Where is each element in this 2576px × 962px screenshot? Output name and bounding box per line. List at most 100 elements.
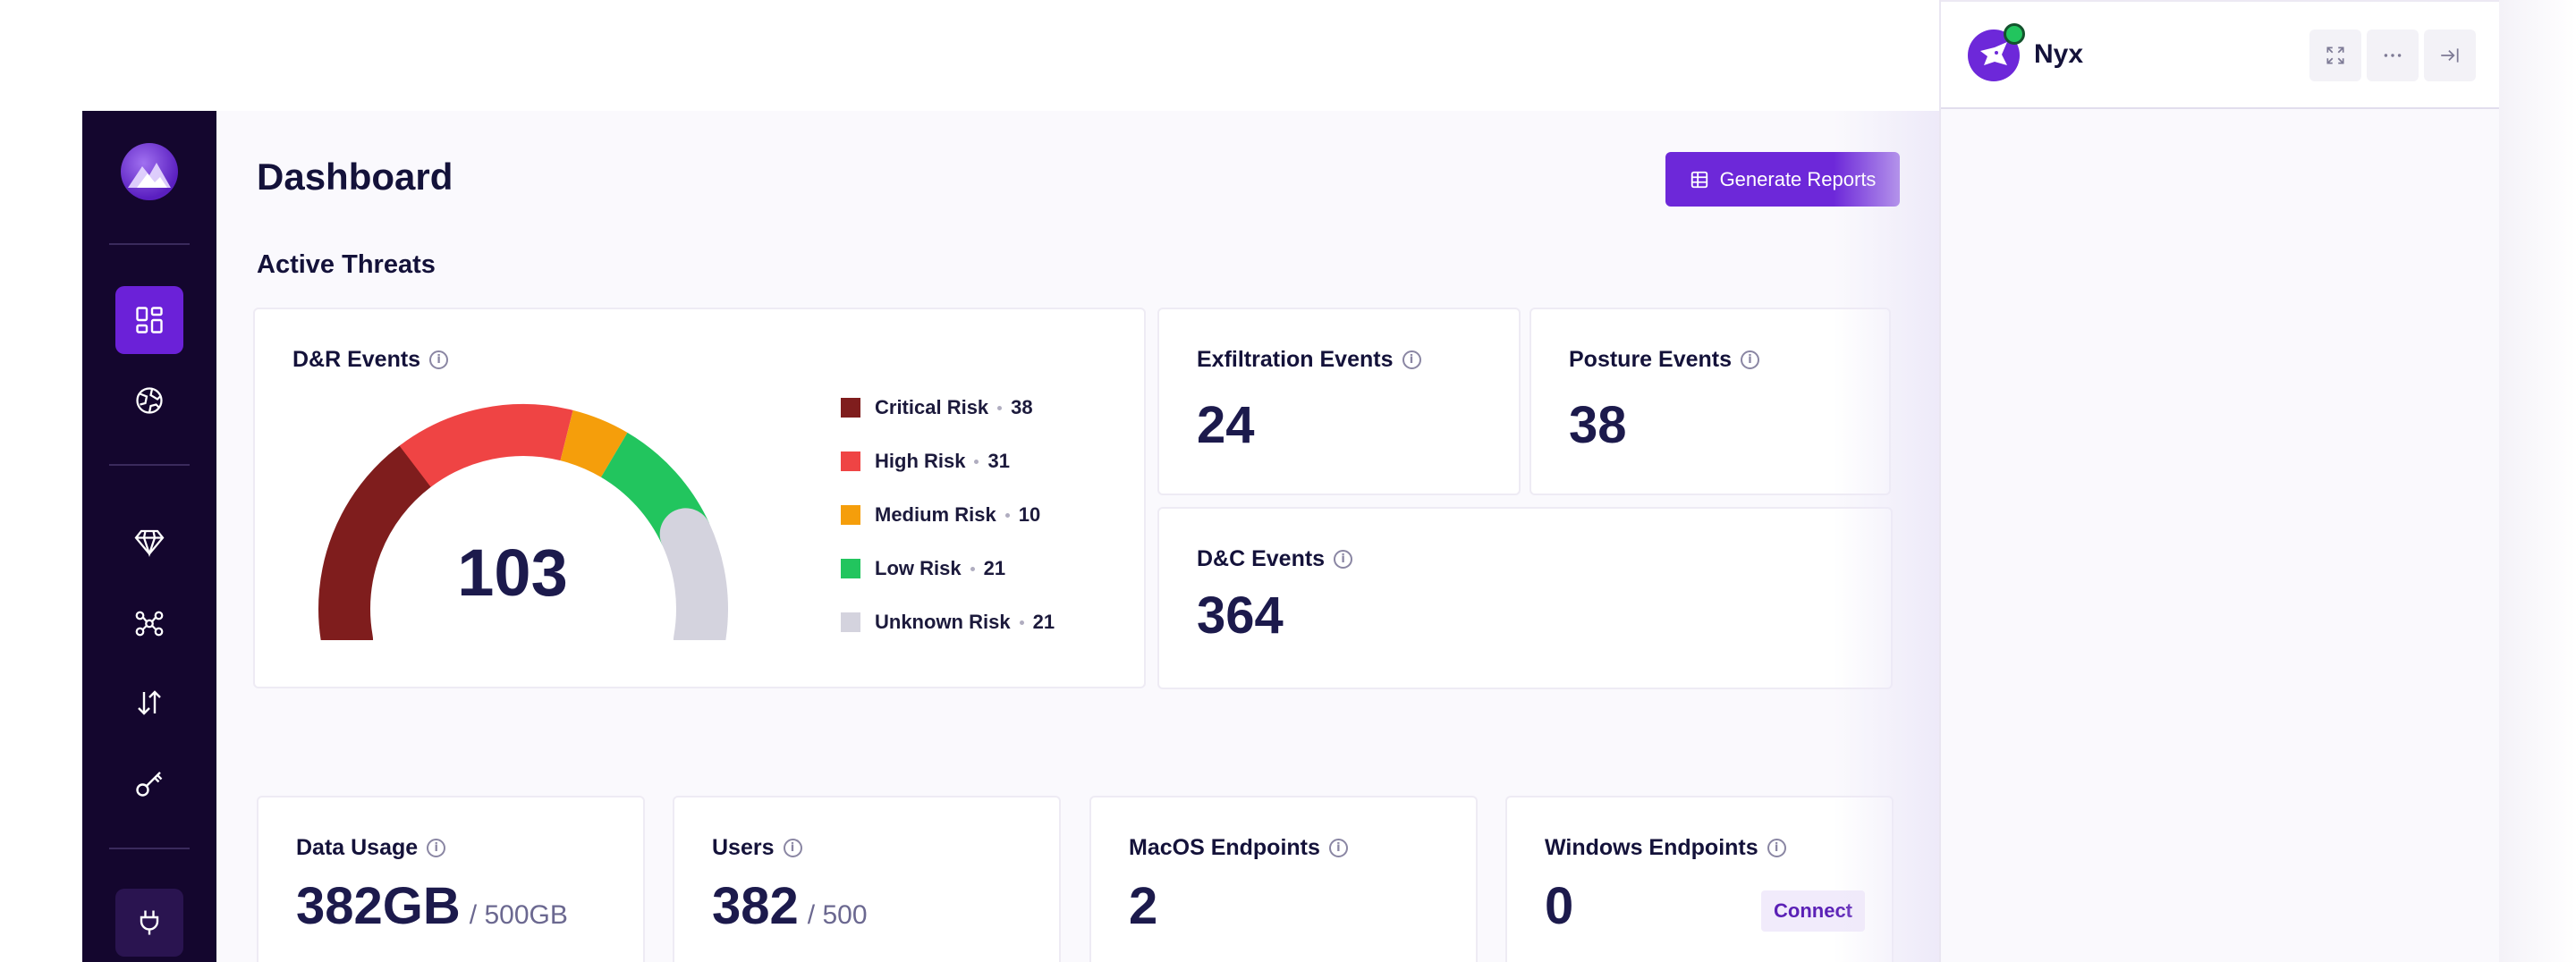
nyx-header: Nyx [1941, 0, 2499, 109]
more-icon [2384, 54, 2402, 57]
posture-events-card: Posture Events i 38 [1530, 308, 1891, 495]
legend-swatch [841, 451, 860, 471]
macos-endpoints-title: MacOS Endpoints i [1129, 835, 1348, 861]
legend-label: Medium Risk [875, 503, 996, 526]
posture-events-title: Posture Events i [1569, 347, 1760, 373]
transfer-icon [138, 690, 161, 715]
more-options-button[interactable] [2367, 30, 2419, 81]
mountain-logo[interactable] [121, 143, 178, 200]
separator-dot [1004, 512, 1010, 518]
windows-endpoints-title: Windows Endpoints i [1545, 835, 1786, 861]
dashboard-icon [136, 307, 163, 333]
data-usage-value-row: 382GB / 500GB [296, 876, 568, 936]
info-icon[interactable]: i [783, 839, 802, 857]
main-content: Dashboard Generate Reports Active Threat… [216, 111, 1941, 962]
macos-endpoints-title-text: MacOS Endpoints [1129, 835, 1320, 860]
info-icon[interactable]: i [1328, 839, 1348, 857]
collapse-panel-button[interactable] [2424, 30, 2476, 81]
exfiltration-events-title-text: Exfiltration Events [1197, 347, 1394, 372]
expand-button[interactable] [2309, 30, 2361, 81]
generate-reports-label: Generate Reports [1719, 167, 1877, 190]
windows-endpoints-card: Windows Endpoints i 0 Connect [1505, 796, 1894, 962]
sidebar-item-dashboard[interactable] [115, 286, 183, 354]
users-title: Users i [712, 835, 802, 861]
nyx-panel: Nyx [1939, 0, 2499, 962]
info-icon[interactable]: i [1741, 350, 1760, 369]
separator-dot [974, 459, 979, 464]
legend-item-medium: Medium Risk 10 [841, 488, 1055, 542]
sidebar-item-network[interactable] [115, 588, 183, 656]
legend-value: 21 [1032, 611, 1055, 633]
online-status-indicator [2004, 23, 2025, 45]
legend-value: 31 [987, 450, 1010, 472]
dr-events-title: D&R Events i [292, 347, 449, 373]
legend-item-critical: Critical Risk 38 [841, 381, 1055, 435]
data-usage-card: Data Usage i 382GB / 500GB [257, 796, 645, 962]
macos-endpoints-value: 2 [1129, 877, 1158, 935]
risk-legend: Critical Risk 38 High Risk 31 Medium Ris… [841, 381, 1055, 649]
sidebar-item-globe[interactable] [115, 367, 183, 435]
network-icon [135, 611, 164, 637]
legend-label: Critical Risk [875, 396, 989, 418]
legend-item-unknown: Unknown Risk 21 [841, 595, 1055, 649]
generate-reports-button[interactable]: Generate Reports [1665, 152, 1900, 207]
app-window: Dashboard Generate Reports Active Threat… [82, 111, 1941, 962]
collapse-panel-icon [2441, 48, 2459, 63]
globe-icon [136, 387, 163, 414]
sidebar-item-diamond[interactable] [115, 508, 183, 576]
posture-events-title-text: Posture Events [1569, 347, 1733, 372]
info-icon[interactable]: i [427, 839, 446, 857]
info-icon[interactable]: i [1334, 550, 1353, 569]
sidebar-item-transfer[interactable] [115, 669, 183, 737]
info-icon[interactable]: i [429, 350, 449, 369]
data-usage-value: 382GB [296, 877, 461, 935]
windows-endpoints-value: 0 [1545, 877, 1574, 935]
dr-events-total: 103 [457, 536, 568, 610]
users-title-text: Users [712, 835, 775, 860]
legend-swatch [841, 559, 860, 578]
separator-dot [1019, 620, 1024, 625]
info-icon[interactable]: i [1767, 839, 1786, 857]
windows-endpoints-title-text: Windows Endpoints [1545, 835, 1758, 860]
exfiltration-events-card: Exfiltration Events i 24 [1157, 308, 1521, 495]
dr-events-card: D&R Events i 103 Critical Risk 38 [253, 308, 1146, 688]
posture-events-value: 38 [1569, 396, 1627, 454]
legend-item-high: High Risk 31 [841, 435, 1055, 488]
gauge-segment-medium [559, 409, 628, 478]
dc-events-title-text: D&C Events [1197, 546, 1326, 571]
data-usage-title: Data Usage i [296, 835, 446, 861]
macos-endpoints-card: MacOS Endpoints i 2 [1089, 796, 1478, 962]
sidebar-item-integrations[interactable] [115, 889, 183, 957]
diamond-icon [134, 529, 165, 558]
users-total: / 500 [807, 900, 868, 930]
exfiltration-events-value: 24 [1197, 396, 1255, 454]
legend-value: 38 [1011, 396, 1033, 418]
info-icon[interactable]: i [1402, 350, 1421, 369]
active-threats-title: Active Threats [257, 250, 436, 279]
users-value: 382 [712, 877, 799, 935]
legend-swatch [841, 505, 860, 525]
legend-label: Low Risk [875, 557, 962, 579]
dc-events-title: D&C Events i [1197, 546, 1353, 572]
sidebar-divider [109, 464, 190, 466]
users-value-row: 382 / 500 [712, 876, 868, 936]
legend-label: High Risk [875, 450, 966, 472]
panel-shadow [2499, 0, 2576, 962]
gauge-segment-unknown [659, 508, 728, 640]
legend-value: 21 [983, 557, 1006, 579]
nyx-name: Nyx [2034, 39, 2084, 69]
exfiltration-events-title: Exfiltration Events i [1197, 347, 1421, 373]
legend-label: Unknown Risk [875, 611, 1011, 633]
gauge-segment-critical [318, 440, 442, 640]
connect-button[interactable]: Connect [1761, 890, 1865, 932]
legend-item-low: Low Risk 21 [841, 542, 1055, 595]
sidebar-divider [109, 243, 190, 245]
sidebar-item-key[interactable] [115, 749, 183, 817]
separator-dot [970, 566, 975, 571]
dc-events-card: D&C Events i 364 [1157, 507, 1893, 689]
gauge-segment-high [399, 404, 573, 488]
dc-events-value: 364 [1197, 586, 1284, 645]
sidebar [82, 111, 216, 962]
separator-dot [997, 405, 1003, 410]
sidebar-divider [109, 848, 190, 849]
